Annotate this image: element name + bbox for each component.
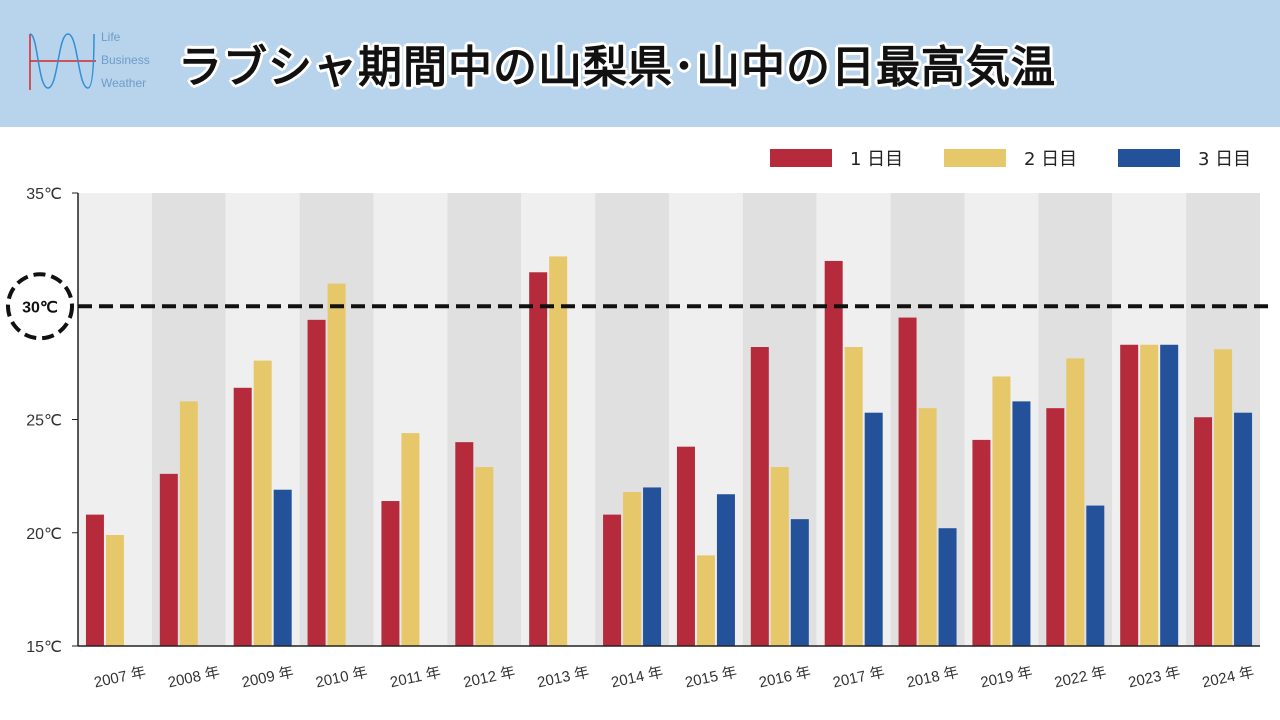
bar-series1-2018年 [898,317,917,646]
logo-text-business: Business [101,53,150,67]
bar-series2-2014年 [623,491,642,646]
x-tick-label: 2008 年 [166,664,221,692]
logo-text-life: Life [101,30,121,44]
y-tick-label: 20℃ [26,526,62,543]
x-tick-label: 2019 年 [979,664,1034,692]
bar-series [85,256,1253,646]
legend-swatch-series1 [770,149,832,167]
y-tick-label: 25℃ [26,413,62,430]
reference-circle [6,272,74,341]
reference-label: 30℃ [22,299,58,316]
x-tick-label: 2010 年 [314,664,369,692]
y-tick-label: 35℃ [26,186,62,203]
x-tick-label: 2022 年 [1053,664,1108,692]
header-banner: Life Business Weather ラブシャ期間中の山梨県･山中の日最高… [0,0,1280,127]
wave-logo-icon [29,33,96,90]
legend-swatch-series3 [1118,149,1180,167]
x-tick-label: 2012 年 [462,664,517,692]
y-tick-label: 15℃ [26,639,62,656]
bar-series2-2024年 [1214,349,1233,646]
bar-series3-2009年 [273,489,292,646]
x-tick-label: 2007 年 [93,664,148,692]
bar-series1-2013年 [529,272,548,646]
x-tick-label: 2014 年 [610,664,665,692]
bar-series1-2022年 [1046,408,1065,646]
bar-series2-2009年 [253,360,272,646]
bar-series3-2018年 [938,528,957,646]
bar-series1-2012年 [455,442,474,646]
bar-series2-2012年 [475,467,494,646]
bar-series1-2015年 [676,446,695,646]
bar-series3-2022年 [1086,505,1105,646]
x-tick-label: 2017 年 [831,664,886,692]
bar-series3-2015年 [716,494,735,646]
reference-line-group: 30℃ [6,272,1270,341]
x-tick-label: 2009 年 [240,664,295,692]
legend: 1 日目 2 日目 3 日目 [770,149,1251,170]
bar-series1-2009年 [233,387,252,646]
bar-series2-2013年 [549,256,568,646]
bar-series2-2022年 [1066,358,1085,646]
bar-series1-2016年 [750,347,769,646]
bar-series2-2016年 [770,467,789,646]
bar-series1-2011年 [381,501,400,646]
bar-series1-2008年 [159,473,178,646]
bar-series3-2014年 [643,487,662,646]
bar-series2-2010年 [327,283,346,646]
bar-series1-2014年 [603,514,622,646]
logo: Life Business Weather [28,30,168,94]
x-tick-label: 2024 年 [1201,664,1256,692]
bar-series2-2008年 [179,401,198,646]
x-tick-label: 2023 年 [1127,664,1182,692]
bar-series2-2015年 [696,555,715,646]
bar-series1-2023年 [1120,344,1139,646]
legend-swatch-series2 [944,149,1006,167]
x-tick-label: 2015 年 [684,664,739,692]
bar-series2-2023年 [1140,344,1159,646]
x-tick-label: 2013 年 [536,664,591,692]
bar-series3-2024年 [1234,412,1253,646]
bar-series1-2007年 [85,514,104,646]
legend-label-series3: 3 日目 [1198,149,1251,170]
bar-series2-2017年 [844,347,863,646]
legend-label-series2: 2 日目 [1024,149,1077,170]
page-title: ラブシャ期間中の山梨県･山中の日最高気温 [178,42,1056,93]
bar-series2-2019年 [992,376,1011,646]
bar-series2-2007年 [105,535,124,646]
x-tick-label: 2018 年 [905,664,960,692]
bar-series1-2017年 [824,260,843,646]
bar-series1-2019年 [972,439,991,646]
legend-label-series1: 1 日目 [850,149,903,170]
bar-series3-2017年 [864,412,883,646]
x-tick-label: 2016 年 [757,664,812,692]
bar-series2-2018年 [918,408,937,646]
bar-chart: 15℃ 20℃ 25℃ 35℃ 2007 年 2008 年 2009 年 2010 年 2011… [6,149,1270,692]
x-tick-label: 2011 年 [389,664,443,691]
bar-series1-2024年 [1194,417,1213,646]
logo-text-weather: Weather [101,76,147,90]
bar-series1-2010年 [307,319,326,646]
bar-series3-2016年 [790,519,809,646]
bar-series3-2023年 [1160,344,1179,646]
bar-series2-2011年 [401,433,420,646]
bar-series3-2019年 [1012,401,1031,646]
